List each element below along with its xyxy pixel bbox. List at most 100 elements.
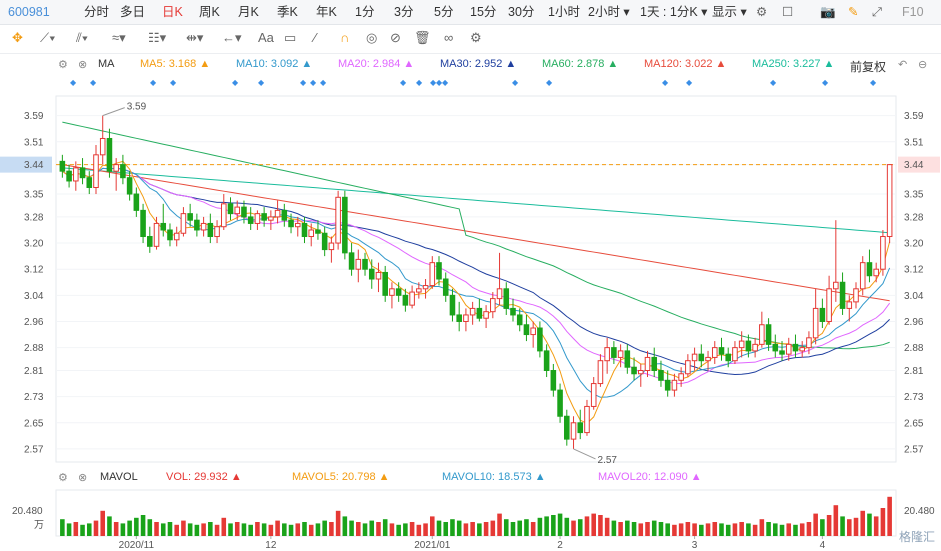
y-tick-right: 3.12	[904, 265, 924, 276]
period-select[interactable]: 1天 : 1分K ▾	[640, 5, 708, 19]
volume-bar	[443, 522, 449, 536]
candle-body	[436, 262, 442, 280]
kline-chart[interactable]: 3.59 3.59 3.51 3.51 3.44 3.44 3.35 3.35 3.28 3.28…	[0, 76, 941, 551]
period-tab-3[interactable]: 周K	[199, 5, 220, 19]
period-tab-6[interactable]: 年K	[316, 5, 337, 19]
link-icon[interactable]: ∞	[444, 30, 454, 45]
stock-code[interactable]: 600981	[8, 5, 50, 19]
f10-button[interactable]: F10	[902, 5, 924, 19]
checkbox-icon[interactable]: ☐	[782, 5, 794, 19]
fullscreen-icon[interactable]: ⤢	[872, 5, 883, 19]
camera-icon[interactable]: 📷	[820, 5, 836, 19]
candle-body	[220, 203, 227, 228]
period-tab-2[interactable]: 日K	[162, 5, 183, 19]
volume-bar	[887, 496, 892, 536]
candle-body	[779, 350, 785, 355]
comment-tool-icon[interactable]: ▭	[284, 30, 297, 45]
period-tab-9[interactable]: 5分	[434, 5, 454, 19]
volume-bar	[308, 524, 314, 536]
ma-settings-icon[interactable]: ⚙	[58, 59, 68, 71]
adjust-toggle[interactable]: 前复权	[850, 60, 887, 74]
y-tick-left: 2.65	[24, 418, 44, 429]
candle-body	[315, 229, 321, 234]
crosshair-icon[interactable]: ✥	[12, 30, 23, 45]
settings-icon[interactable]: ⚙	[470, 30, 482, 45]
arrow-tool-icon[interactable]: ←▾	[222, 30, 242, 45]
undo-icon[interactable]: ↶	[898, 59, 908, 71]
period-tab-0[interactable]: 分时	[84, 5, 110, 19]
text-tool-icon[interactable]: Aa	[258, 30, 274, 45]
candle-body	[530, 327, 536, 336]
range-tool-icon[interactable]: ⇹▾	[186, 30, 204, 45]
candle-body	[859, 262, 866, 290]
volume-bar	[571, 520, 576, 536]
period-tab-8[interactable]: 3分	[394, 5, 414, 19]
signal-dot: ◆	[686, 78, 693, 87]
channel-tool-icon[interactable]: ⫽▾	[76, 30, 89, 45]
volume-bar	[241, 523, 247, 536]
volume-bar	[436, 520, 442, 536]
candle-body	[160, 222, 167, 231]
display-menu[interactable]: 显示 ▾	[712, 5, 747, 19]
candle-body	[853, 288, 859, 303]
volume-bar	[537, 517, 543, 536]
candle-body	[765, 324, 772, 345]
ma120-line	[62, 164, 890, 302]
period-tab-11[interactable]: 30分	[508, 5, 535, 19]
magnet-icon[interactable]: ∩	[340, 30, 350, 45]
signal-dot: ◆	[300, 78, 307, 87]
fib-tool-icon[interactable]: ☷▾	[148, 30, 167, 45]
period-tab-4[interactable]: 月K	[238, 5, 259, 19]
volume-bar	[86, 523, 92, 536]
volume-bar	[530, 522, 536, 536]
candle-body	[194, 219, 200, 231]
volume-bar	[221, 517, 227, 536]
period-tab-7[interactable]: 1分	[355, 5, 375, 19]
ma-close-icon[interactable]: ⊗	[78, 59, 88, 71]
trash-icon[interactable]: 🗑	[414, 30, 431, 45]
candle-body	[241, 206, 247, 218]
x-tick: 2021/01	[414, 540, 451, 551]
volume-bar	[483, 522, 489, 536]
candle-body	[321, 232, 328, 251]
candle-body	[409, 291, 415, 306]
wave-tool-icon[interactable]: ≈▾	[112, 30, 126, 45]
period-tab-13[interactable]: 2小时 ▾	[588, 5, 630, 19]
vol-tick-left: 20.480	[12, 506, 43, 517]
volume-bar	[268, 524, 274, 536]
volume-bar	[335, 510, 341, 536]
vol-close-icon[interactable]: ⊗	[78, 472, 88, 484]
volume-bar	[759, 519, 765, 536]
period-tab-12[interactable]: 1小时	[548, 5, 580, 19]
candle-body	[113, 164, 119, 172]
eye-icon[interactable]: ◎	[366, 30, 378, 45]
period-tab-10[interactable]: 15分	[470, 5, 497, 19]
candle-body	[523, 324, 530, 336]
candle-body	[348, 252, 355, 270]
candle-body	[698, 353, 705, 362]
candle-body	[799, 347, 805, 352]
gear-icon[interactable]: ⚙	[756, 5, 768, 19]
minimize-icon[interactable]: ⊖	[918, 59, 928, 71]
volume-bar	[329, 522, 334, 536]
period-tab-5[interactable]: 季K	[277, 5, 298, 19]
volume-bar	[752, 524, 758, 536]
candle-body	[691, 353, 698, 362]
period-tab-1[interactable]: 多日	[120, 5, 146, 19]
price-tag-left	[0, 156, 52, 173]
ma250-value: MA250: 3.227 ▲	[752, 58, 835, 70]
volume-bar	[416, 524, 422, 536]
vol-settings-icon[interactable]: ⚙	[58, 472, 68, 484]
volume-bar	[470, 522, 475, 536]
volume-bar	[725, 524, 731, 536]
hide-icon[interactable]: ⊘	[390, 30, 401, 45]
volume-bar	[551, 515, 556, 536]
line-tool-icon[interactable]: ⟋▾	[40, 30, 56, 45]
ma10-line	[62, 167, 891, 398]
pencil-icon[interactable]: ✎	[848, 5, 859, 19]
pen-icon[interactable]: ∕	[314, 30, 317, 45]
candle-body	[66, 170, 72, 182]
candle-body	[73, 167, 79, 182]
candle-body	[106, 137, 113, 172]
signal-dot: ◆	[400, 78, 407, 87]
